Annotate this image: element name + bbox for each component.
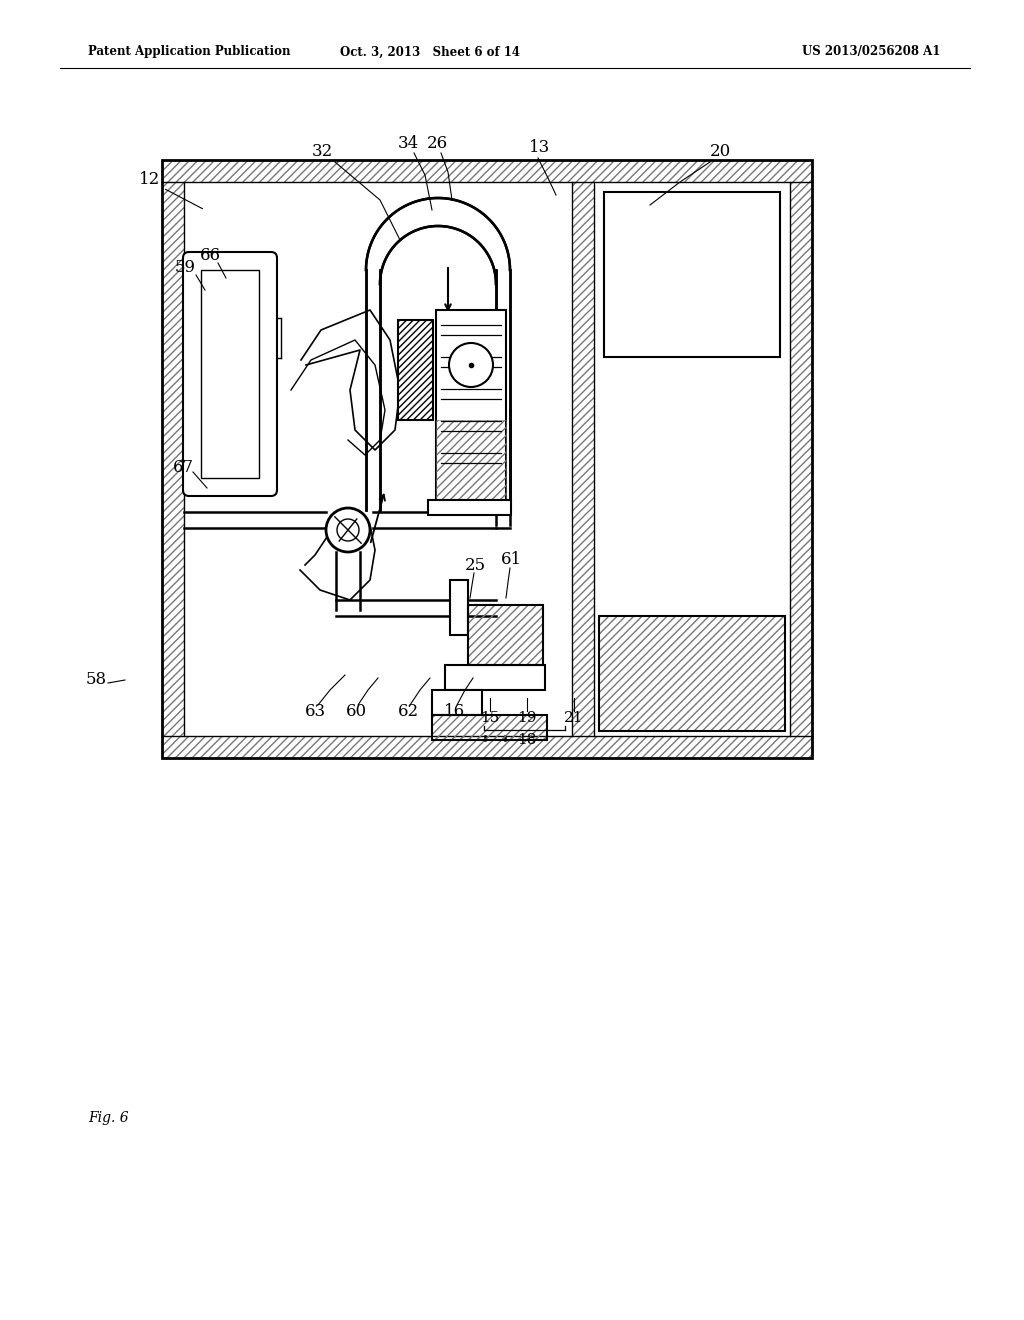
Bar bbox=[604, 191, 780, 356]
Bar bbox=[162, 160, 812, 182]
Bar bbox=[432, 715, 547, 741]
Bar bbox=[468, 605, 543, 665]
Text: 34: 34 bbox=[397, 135, 419, 152]
Text: 15: 15 bbox=[480, 711, 500, 725]
Bar bbox=[572, 182, 594, 737]
Bar bbox=[445, 665, 545, 690]
Bar bbox=[398, 319, 433, 420]
Bar bbox=[432, 690, 482, 715]
Text: 67: 67 bbox=[172, 459, 194, 477]
Bar bbox=[428, 500, 511, 515]
Text: Patent Application Publication: Patent Application Publication bbox=[88, 45, 291, 58]
Bar bbox=[162, 182, 184, 737]
Circle shape bbox=[326, 508, 370, 552]
Bar bbox=[599, 616, 785, 731]
Text: 13: 13 bbox=[529, 140, 551, 157]
Text: 19: 19 bbox=[517, 711, 537, 725]
Text: 62: 62 bbox=[397, 704, 419, 721]
Bar bbox=[201, 271, 259, 478]
Text: 58: 58 bbox=[85, 672, 106, 689]
FancyBboxPatch shape bbox=[183, 252, 278, 496]
Text: 18: 18 bbox=[517, 733, 537, 747]
Text: 16: 16 bbox=[444, 704, 466, 721]
Polygon shape bbox=[366, 198, 510, 510]
Bar bbox=[599, 616, 785, 731]
Bar bbox=[450, 579, 468, 635]
Text: 32: 32 bbox=[311, 144, 333, 161]
Text: Fig. 6: Fig. 6 bbox=[88, 1111, 129, 1125]
Text: 63: 63 bbox=[304, 704, 326, 721]
Bar bbox=[432, 715, 547, 741]
Text: 12: 12 bbox=[139, 172, 161, 189]
Text: US 2013/0256208 A1: US 2013/0256208 A1 bbox=[802, 45, 940, 58]
Text: 61: 61 bbox=[501, 552, 521, 569]
Text: 20: 20 bbox=[710, 144, 731, 161]
Bar bbox=[436, 310, 506, 500]
Text: 21: 21 bbox=[564, 711, 584, 725]
Text: 66: 66 bbox=[200, 247, 220, 264]
Bar bbox=[790, 182, 812, 737]
Text: 26: 26 bbox=[426, 135, 447, 152]
Bar bbox=[162, 160, 812, 758]
Circle shape bbox=[449, 343, 493, 387]
Text: 60: 60 bbox=[345, 704, 367, 721]
Bar bbox=[468, 605, 543, 665]
Bar bbox=[436, 420, 506, 500]
Text: 59: 59 bbox=[174, 260, 196, 276]
Bar bbox=[162, 737, 812, 758]
Text: 25: 25 bbox=[465, 557, 485, 574]
Text: Oct. 3, 2013   Sheet 6 of 14: Oct. 3, 2013 Sheet 6 of 14 bbox=[340, 45, 520, 58]
Circle shape bbox=[337, 519, 359, 541]
